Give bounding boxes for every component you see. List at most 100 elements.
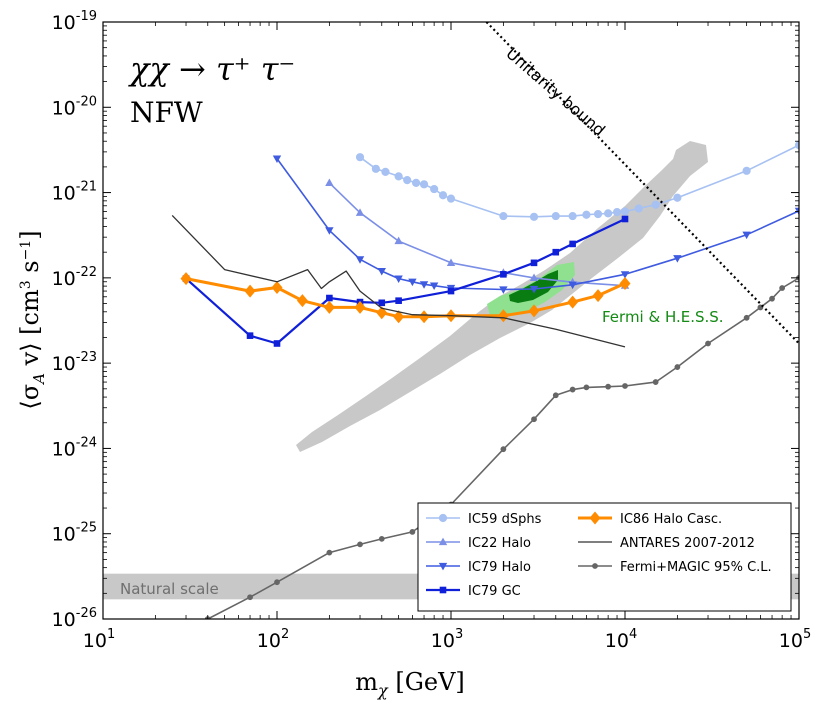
y-tick-label: 10-25	[52, 521, 97, 546]
data-point-ic86-halo-casc	[418, 310, 430, 324]
series-ic79-halo	[272, 155, 799, 294]
data-point-ic59-dsphs	[794, 141, 799, 150]
data-point-ic22-halo	[529, 273, 539, 281]
data-point-ic79-halo	[673, 255, 682, 263]
data-point-ic59-dsphs	[371, 164, 380, 173]
data-point-ic79-halo	[325, 227, 334, 235]
data-point-fermi-magic-95-c-l	[274, 579, 280, 586]
legend-swatch-marker	[438, 513, 448, 523]
data-point-ic22-halo	[394, 236, 403, 245]
data-point-ic79-gc	[500, 271, 507, 278]
data-point-fermi-magic-95-c-l	[583, 384, 590, 391]
data-point-ic79-halo	[272, 155, 282, 164]
data-point-ic79-halo	[499, 286, 508, 294]
x-tick-label: 104	[605, 627, 637, 652]
channel-label: χχ → τ⁺ τ⁻	[128, 50, 295, 88]
x-tick-label: 105	[779, 627, 811, 652]
y-tick-label: 10-22	[52, 265, 97, 290]
series-antares-2007-2012	[171, 214, 626, 348]
data-point-ic79-halo	[620, 271, 630, 279]
legend-entry-ic59-dsphs: IC59 dSphs	[426, 512, 542, 527]
data-point-ic59-dsphs	[620, 207, 630, 216]
data-point-ic59-dsphs	[634, 204, 643, 213]
data-point-ic86-halo-casc	[592, 289, 604, 303]
y-tick-label: 10-23	[52, 350, 97, 375]
legend-swatch-marker	[438, 562, 448, 571]
data-point-fermi-magic-95-c-l	[326, 549, 333, 556]
y-tick-label: 10-21	[52, 180, 97, 205]
tick-label-layer: 101 102 103 104 105 10-19 10-20 10-21 10-22 10-23…	[52, 9, 812, 652]
legend-label: Fermi+MAGIC 95% C.L.	[620, 560, 772, 575]
data-point-ic79-halo	[429, 282, 439, 291]
data-point-fermi-magic-95-c-l	[769, 295, 775, 302]
data-point-ic59-dsphs	[394, 172, 403, 181]
legend-label: IC79 GC	[468, 584, 521, 599]
natural-scale-label: Natural scale	[120, 580, 219, 598]
data-point-ic86-halo-casc	[271, 281, 283, 295]
data-point-ic79-gc	[395, 297, 402, 304]
data-point-fermi-magic-95-c-l	[378, 535, 385, 542]
y-tick-label: 10-20	[52, 94, 97, 119]
data-point-ic59-dsphs	[742, 166, 751, 175]
x-tick-label: 103	[431, 627, 463, 652]
data-point-ic59-dsphs	[673, 193, 682, 202]
data-point-ic59-dsphs	[612, 208, 622, 217]
data-point-fermi-magic-95-c-l	[500, 446, 507, 453]
data-point-ic79-gc	[273, 340, 281, 347]
data-point-ic59-dsphs	[446, 194, 456, 203]
data-point-ic79-halo	[408, 278, 417, 287]
unitarity-label: Unitarity bound	[502, 44, 609, 140]
legend-swatch-marker	[592, 563, 598, 569]
data-point-fermi-magic-95-c-l	[531, 416, 537, 423]
data-point-fermi-magic-95-c-l	[605, 383, 612, 390]
data-point-ic59-dsphs	[582, 210, 591, 219]
data-point-ic59-dsphs	[604, 209, 613, 218]
x-axis-title: mχ [GeV]	[355, 668, 465, 700]
data-point-ic86-halo-casc	[619, 276, 631, 290]
data-point-ic79-halo	[794, 207, 799, 216]
data-point-ic86-halo-casc	[528, 304, 540, 318]
data-point-fermi-magic-95-c-l	[779, 285, 786, 291]
data-point-ic59-dsphs	[381, 167, 390, 176]
legend-entry-ic79-halo: IC79 Halo	[426, 560, 531, 575]
data-point-ic79-halo	[419, 281, 429, 289]
data-point-fermi-magic-95-c-l	[622, 383, 628, 389]
tick-layer	[102, 21, 800, 620]
legend: IC59 dSphs IC22 Halo IC79 Halo IC79 GC IC86 …	[417, 502, 792, 612]
series-line-antares-2007-2012	[171, 214, 626, 348]
data-point-ic59-dsphs	[355, 153, 365, 162]
data-point-ic79-halo	[529, 285, 539, 294]
data-point-ic86-halo-casc	[323, 300, 335, 314]
data-point-fermi-magic-95-c-l	[247, 594, 253, 601]
series-line-ic79-halo	[276, 158, 799, 291]
data-point-ic59-dsphs	[651, 200, 660, 209]
data-point-ic59-dsphs	[529, 212, 539, 221]
data-point-ic86-halo-casc	[393, 310, 405, 324]
data-point-ic22-halo	[355, 208, 365, 216]
data-point-ic79-halo	[742, 231, 751, 240]
pamela-label: PAMELA	[320, 363, 376, 379]
legend-swatch-marker	[439, 586, 447, 594]
data-point-fermi-magic-95-c-l	[674, 364, 681, 370]
legend-entry-ic79-gc: IC79 GC	[426, 584, 521, 599]
data-point-ic79-gc	[378, 299, 386, 307]
legend-label: IC79 Halo	[468, 560, 531, 575]
data-point-fermi-magic-95-c-l	[743, 314, 750, 321]
data-point-fermi-magic-95-c-l	[409, 529, 416, 535]
data-point-ic22-halo	[325, 178, 334, 186]
data-point-ic86-halo-casc	[296, 294, 308, 308]
legend-entry-fermi-magic-95-c-l: Fermi+MAGIC 95% C.L.	[578, 560, 772, 575]
series-ic86-halo-casc	[180, 272, 631, 324]
data-point-ic79-gc	[447, 287, 455, 295]
legend-box	[417, 502, 792, 612]
data-point-ic86-halo-casc	[180, 272, 192, 286]
data-point-ic79-gc	[552, 248, 560, 256]
legend-label: ANTARES 2007-2012	[620, 536, 755, 551]
data-point-ic59-dsphs	[551, 211, 560, 221]
legend-entry-ic22-halo: IC22 Halo	[426, 536, 531, 551]
data-point-ic86-halo-casc	[244, 284, 256, 298]
legend-entry-antares-2007-2012: ANTARES 2007-2012	[578, 536, 755, 551]
data-point-ic59-dsphs	[438, 191, 448, 200]
data-point-fermi-magic-95-c-l	[357, 541, 363, 548]
